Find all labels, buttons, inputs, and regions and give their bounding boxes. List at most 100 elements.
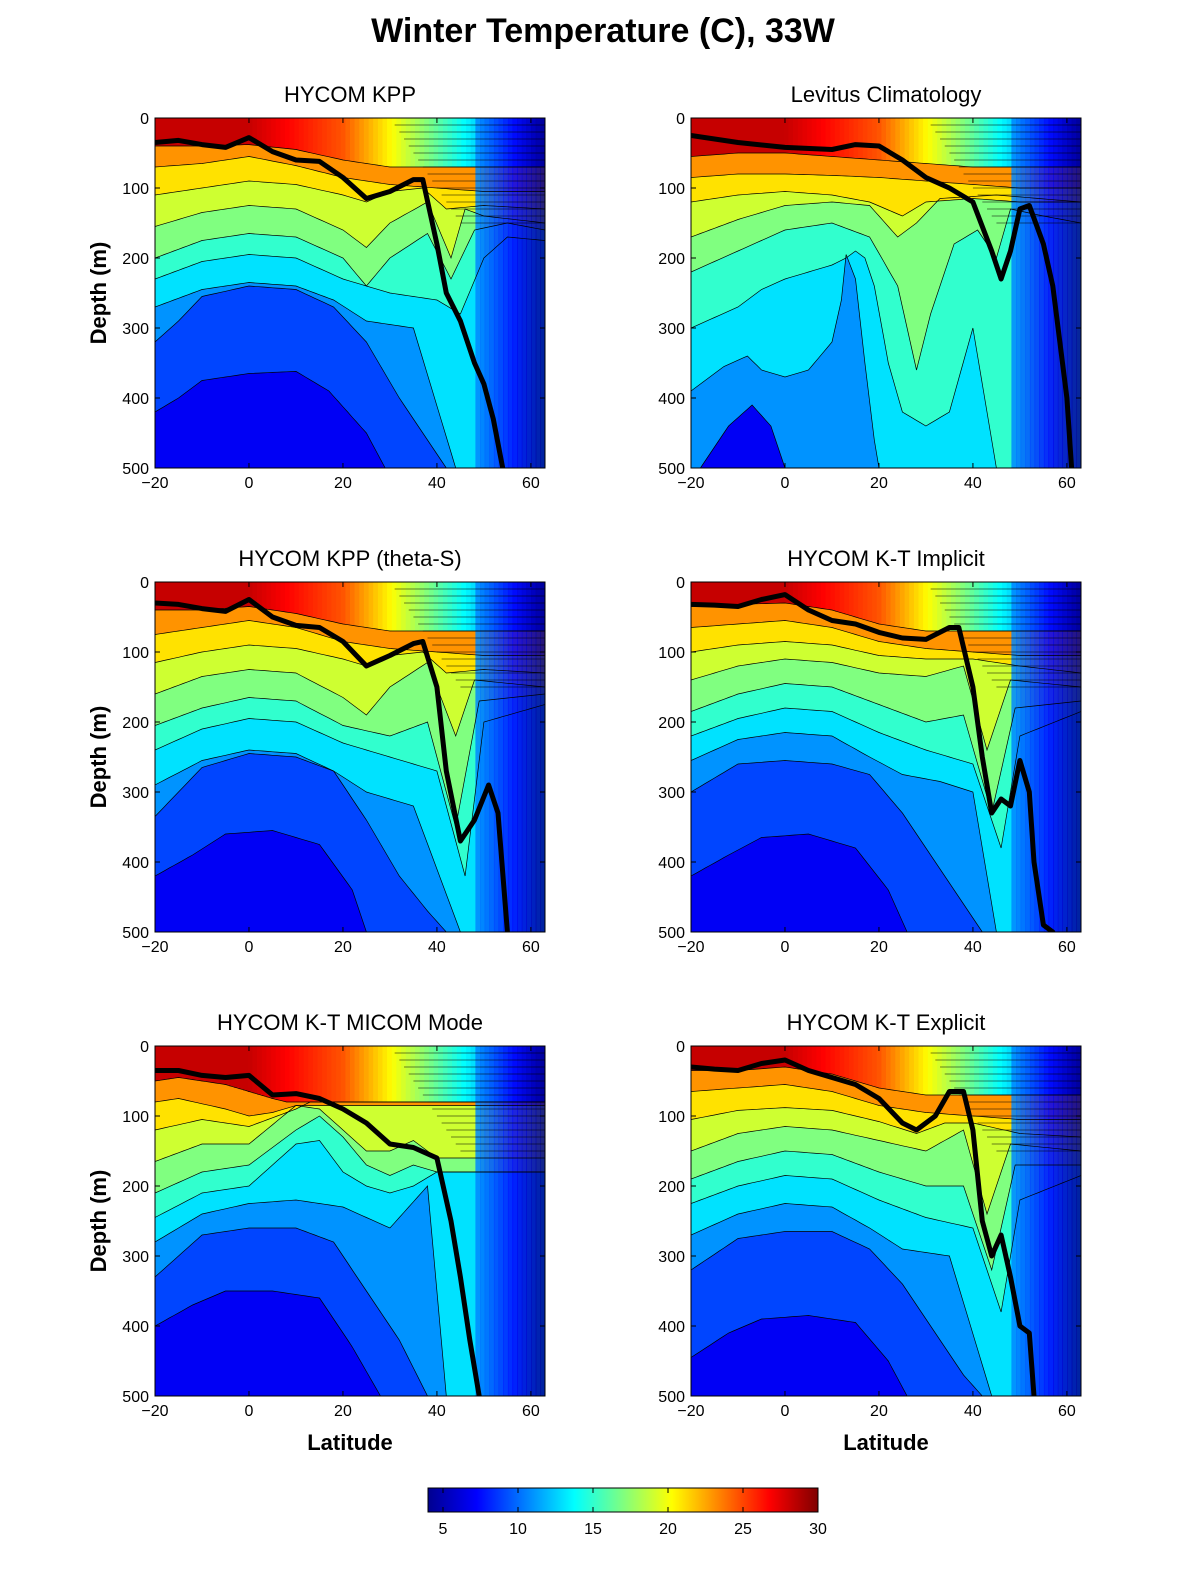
surface-column — [182, 1046, 189, 1079]
cold-column — [1034, 582, 1040, 932]
surface-column — [844, 582, 850, 615]
surface-column — [853, 582, 859, 618]
surface-column — [872, 1046, 878, 1087]
surface-column — [978, 1046, 985, 1095]
surface-column — [415, 582, 421, 631]
surface-column — [746, 118, 752, 153]
surface-column — [298, 118, 305, 151]
cold-column — [1053, 582, 1059, 932]
surface-column — [955, 1046, 961, 1095]
cold-column — [526, 118, 532, 468]
y-tick-label: 200 — [122, 251, 149, 268]
surface-column — [756, 118, 762, 153]
surface-column — [312, 582, 319, 618]
surface-column — [387, 118, 393, 167]
surface-column — [243, 118, 249, 145]
cold-column — [1048, 582, 1054, 932]
cold-column — [540, 582, 545, 932]
panel-title: HYCOM KPP (theta-S) — [238, 546, 461, 571]
cold-column — [1025, 1046, 1031, 1396]
y-tick-label: 200 — [658, 251, 685, 268]
surface-column — [312, 118, 319, 154]
isotherm-line — [691, 641, 1081, 674]
surface-column — [331, 118, 337, 158]
surface-column — [266, 1046, 272, 1098]
y-tick-label: 500 — [122, 461, 149, 478]
surface-column — [876, 118, 882, 160]
cold-column — [507, 118, 514, 468]
surface-column — [350, 118, 356, 162]
surface-column — [326, 1046, 332, 1102]
surface-column — [438, 582, 444, 631]
surface-column — [168, 582, 175, 610]
isotherm-line — [155, 156, 545, 192]
surface-column — [373, 1046, 379, 1102]
x-tick-label: 40 — [428, 475, 446, 492]
surface-column — [899, 582, 906, 628]
x-tick-label: 0 — [245, 475, 254, 492]
cold-column — [512, 1046, 518, 1396]
surface-column — [229, 582, 235, 608]
surface-column — [751, 118, 757, 153]
surface-column — [470, 582, 476, 631]
surface-column — [405, 582, 411, 631]
y-tick-label: 0 — [676, 111, 685, 128]
surface-column — [960, 118, 966, 167]
surface-column — [220, 582, 226, 609]
cold-column — [1043, 582, 1050, 932]
cold-column — [1053, 1046, 1059, 1396]
cold-column — [1076, 582, 1081, 932]
panel: HYCOM K-T Implicit −20 0 20 40 60 0 100 200 300 40… — [658, 546, 1082, 956]
x-tick-label: 20 — [870, 475, 888, 492]
x-tick-label: 60 — [1058, 1403, 1076, 1420]
cold-column — [475, 582, 481, 932]
cold-column — [1062, 118, 1068, 468]
y-tick-label: 0 — [676, 575, 685, 592]
surface-column — [1006, 118, 1012, 167]
surface-column — [285, 1046, 291, 1102]
cold-column — [1076, 1046, 1081, 1396]
surface-column — [718, 1046, 725, 1071]
y-tick-label: 100 — [658, 181, 685, 198]
surface-column — [405, 118, 411, 167]
x-tick-label: 40 — [964, 939, 982, 956]
surface-column — [788, 1046, 794, 1068]
y-axis-label: Depth (m) — [86, 706, 111, 809]
surface-column — [779, 1046, 785, 1068]
surface-column — [326, 582, 332, 621]
panels: HYCOM KPP−20 0 20 40 600100200300400500Depth… — [86, 82, 1082, 1455]
surface-column — [732, 1046, 738, 1071]
y-axis-label: Depth (m) — [86, 1170, 111, 1273]
cold-column — [1025, 118, 1031, 468]
cold-column — [1067, 1046, 1073, 1396]
colorbar-tick-label: 5 — [439, 1521, 448, 1538]
surface-column — [298, 582, 305, 615]
surface-column — [196, 1046, 202, 1081]
y-tick-label: 300 — [658, 321, 685, 338]
temperature-field — [691, 582, 1081, 932]
surface-column — [350, 582, 356, 626]
x-tick-label: 20 — [334, 939, 352, 956]
surface-column — [238, 582, 244, 608]
surface-column — [774, 118, 780, 153]
surface-column — [811, 118, 817, 156]
surface-column — [377, 118, 384, 166]
surface-column — [830, 582, 836, 611]
surface-column — [419, 118, 425, 167]
surface-column — [261, 1046, 267, 1096]
surface-column — [391, 118, 397, 167]
isotherm-line — [155, 661, 545, 738]
surface-column — [456, 582, 462, 631]
colorbar: 5 10 15 20 25 30 — [427, 1487, 827, 1538]
cold-column — [540, 1046, 545, 1396]
surface-column — [294, 118, 300, 150]
surface-column — [331, 582, 337, 622]
isotherm-line — [155, 830, 545, 932]
y-tick-label: 300 — [658, 1249, 685, 1266]
surface-column — [793, 118, 799, 154]
y-tick-label: 500 — [658, 461, 685, 478]
surface-column — [308, 1046, 314, 1102]
x-tick-label: 0 — [245, 939, 254, 956]
surface-column — [1002, 1046, 1008, 1095]
cold-column — [507, 582, 514, 932]
